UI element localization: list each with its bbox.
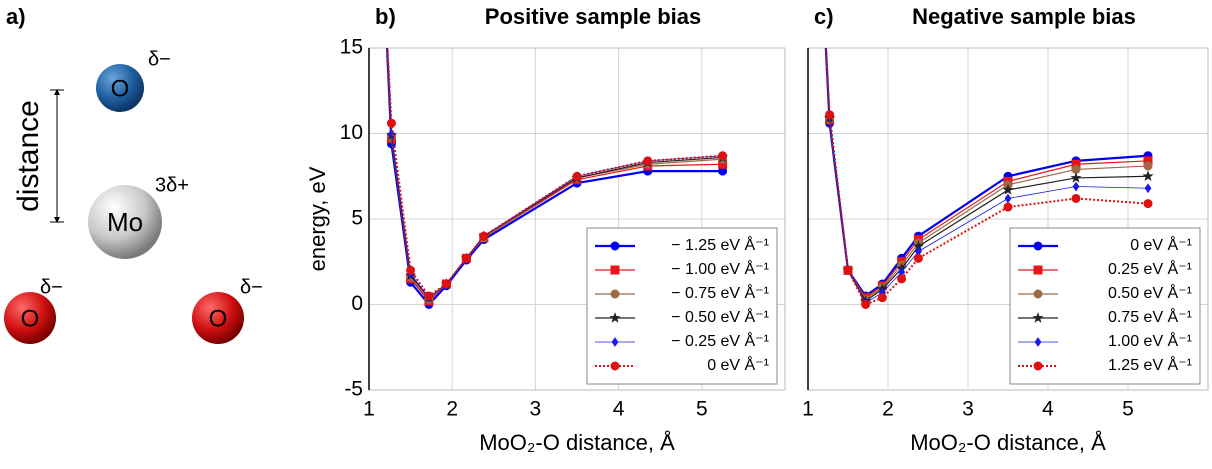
marker — [825, 110, 835, 120]
marker — [1033, 289, 1043, 299]
plot-area — [824, 48, 1154, 309]
marker — [897, 274, 907, 284]
marker — [611, 337, 619, 347]
panel-a: a) distance O δ− Mo 3δ+ O δ− O δ− — [4, 4, 263, 344]
marker — [1032, 312, 1044, 323]
marker — [861, 300, 871, 309]
legend-label: 0 eV Å⁻¹ — [707, 355, 769, 374]
marker — [1143, 199, 1153, 209]
atom-symbol: O — [209, 305, 228, 332]
marker — [461, 253, 471, 263]
atom-o-right — [192, 292, 244, 344]
series-line — [386, 48, 723, 298]
x-tick-label: 3 — [530, 398, 542, 421]
marker — [441, 279, 451, 289]
x-tick-label: 2 — [882, 398, 894, 421]
marker — [1143, 161, 1153, 171]
y-tick-label: 5 — [351, 207, 363, 230]
x-tick-label: 4 — [1042, 398, 1054, 421]
atom-charge: δ− — [148, 48, 171, 70]
panel-label: a) — [6, 4, 26, 29]
marker — [1004, 193, 1012, 204]
plot-area — [385, 48, 729, 309]
marker — [1070, 172, 1082, 183]
legend-label: 0 eV Å⁻¹ — [1130, 235, 1192, 254]
legend-label: − 0.50 eV Å⁻¹ — [671, 307, 769, 326]
marker — [406, 265, 416, 275]
atom-charge: δ− — [40, 276, 63, 298]
series-line — [825, 48, 1149, 306]
y-tick-label: 15 — [340, 36, 363, 59]
marker — [1034, 337, 1042, 347]
chart-panel: 1 2 3 4 5 c) Negative sample bias MoO₂-O distan… — [802, 4, 1209, 455]
legend-label: 0.25 eV Å⁻¹ — [1108, 259, 1192, 278]
y-tick-label: 10 — [340, 121, 363, 144]
series-line — [825, 48, 1149, 304]
marker — [572, 171, 582, 181]
marker — [609, 312, 621, 323]
x-tick-label: 5 — [696, 398, 708, 421]
legend-box — [1009, 227, 1201, 385]
legend-label: 0.50 eV Å⁻¹ — [1108, 283, 1192, 302]
x-tick-label: 2 — [446, 398, 458, 421]
atom-charge: 3δ+ — [155, 174, 189, 196]
marker — [424, 291, 434, 301]
legend-label: 1.25 eV Å⁻¹ — [1108, 355, 1192, 374]
marker — [1003, 202, 1013, 212]
atom-symbol: O — [111, 75, 130, 102]
y-tick-label: -5 — [344, 378, 363, 401]
legend-box — [586, 227, 778, 385]
chart-panel: -5 0 5 10 15 1 2 3 4 5 b) Positive sample bias MoO₂-… — [305, 4, 786, 455]
atom-charge: δ− — [240, 276, 263, 298]
legend-label: − 0.25 eV Å⁻¹ — [671, 331, 769, 350]
marker — [1002, 184, 1014, 195]
x-tick-label: 1 — [802, 398, 814, 421]
distance-label: distance — [12, 100, 45, 212]
marker — [1033, 241, 1043, 251]
legend: 0 eV Å⁻¹ 0.25 eV Å⁻¹ 0.50 eV Å⁻¹ 0.75 eV Å⁻… — [1009, 227, 1201, 385]
marker — [610, 361, 620, 371]
x-axis-label: MoO₂-O distance, Å — [479, 430, 675, 455]
marker — [610, 265, 620, 275]
atom-mo — [88, 185, 162, 259]
marker — [610, 289, 620, 299]
chart-title: Positive sample bias — [485, 4, 701, 29]
marker — [913, 253, 923, 263]
marker — [610, 241, 620, 251]
marker — [1144, 183, 1152, 194]
marker — [718, 151, 728, 161]
legend-label: 0.75 eV Å⁻¹ — [1108, 307, 1192, 326]
y-axis-label: energy, eV — [305, 166, 330, 271]
marker — [877, 293, 887, 303]
marker — [1033, 361, 1043, 371]
x-tick-label: 4 — [613, 398, 625, 421]
atom-symbol: O — [21, 305, 40, 332]
panel-label: b) — [375, 4, 396, 29]
legend-label: − 0.75 eV Å⁻¹ — [671, 283, 769, 302]
marker — [1033, 265, 1043, 275]
marker — [1071, 193, 1081, 203]
atom-symbol: Mo — [107, 207, 143, 237]
marker — [843, 265, 853, 275]
legend-label: − 1.25 eV Å⁻¹ — [671, 235, 769, 254]
x-tick-label: 5 — [1122, 398, 1134, 421]
chart-title: Negative sample bias — [912, 4, 1136, 29]
x-axis-label: MoO₂-O distance, Å — [910, 430, 1106, 455]
marker — [388, 128, 395, 139]
legend-label: 1.00 eV Å⁻¹ — [1108, 331, 1192, 350]
panel-label: c) — [814, 4, 834, 29]
marker — [479, 231, 489, 241]
x-tick-label: 1 — [363, 398, 375, 421]
marker — [1142, 170, 1154, 182]
x-tick-label: 3 — [962, 398, 974, 421]
marker — [386, 118, 396, 128]
legend-label: − 1.00 eV Å⁻¹ — [671, 259, 769, 278]
marker — [643, 156, 653, 166]
y-tick-label: 0 — [351, 292, 363, 315]
atom-o-left — [4, 292, 56, 344]
atom-o-top — [96, 64, 144, 112]
legend: − 1.25 eV Å⁻¹ − 1.00 eV Å⁻¹ − 0.75 eV Å⁻¹ −… — [586, 227, 778, 385]
marker — [1072, 181, 1080, 192]
